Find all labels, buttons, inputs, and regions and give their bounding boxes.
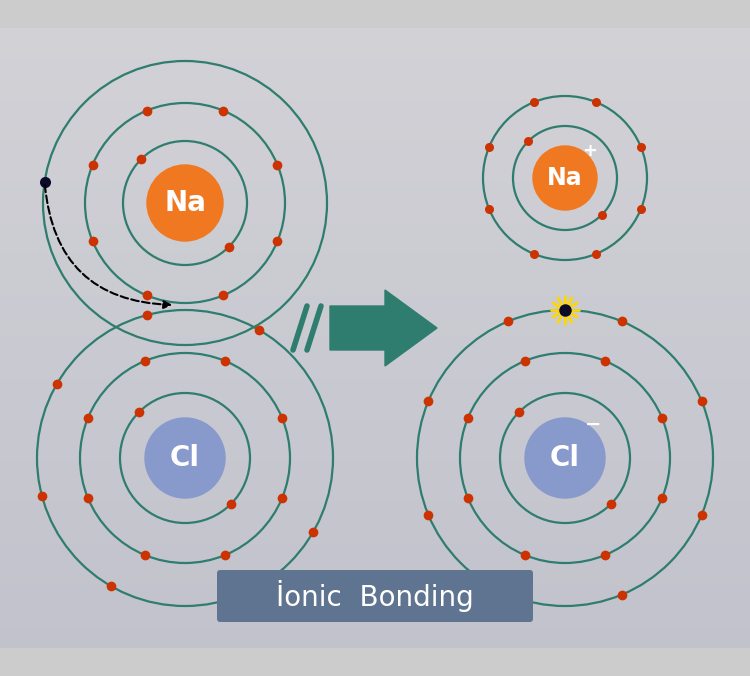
Bar: [0, 441, 750, 452]
Bar: [0, 245, 750, 256]
Bar: [0, 152, 750, 162]
Bar: [0, 70, 750, 80]
Bar: [0, 576, 750, 586]
Bar: [0, 100, 750, 111]
Bar: [0, 224, 750, 235]
Bar: [0, 359, 750, 369]
Bar: [0, 473, 750, 483]
Text: Na: Na: [164, 189, 206, 217]
Bar: [0, 617, 750, 627]
Bar: [0, 534, 750, 545]
Circle shape: [533, 146, 597, 210]
Text: Cl: Cl: [550, 444, 580, 472]
Bar: [0, 348, 750, 359]
Bar: [0, 203, 750, 214]
Bar: [0, 121, 750, 131]
Bar: [0, 606, 750, 617]
Bar: [0, 514, 750, 524]
Bar: [0, 49, 750, 59]
Bar: [0, 142, 750, 152]
Bar: [0, 80, 750, 90]
Bar: [0, 524, 750, 534]
Bar: [0, 183, 750, 193]
Bar: [0, 462, 750, 473]
Text: İonic  Bonding: İonic Bonding: [276, 580, 474, 612]
Bar: [0, 328, 750, 338]
Bar: [0, 504, 750, 514]
Bar: [0, 28, 750, 39]
Text: −: −: [585, 415, 602, 434]
Bar: [0, 420, 750, 431]
Bar: [0, 493, 750, 504]
Bar: [0, 431, 750, 441]
Bar: [0, 389, 750, 400]
Bar: [0, 297, 750, 307]
Bar: [0, 545, 750, 555]
Bar: [0, 586, 750, 596]
Bar: [0, 235, 750, 245]
Bar: [0, 317, 750, 328]
Bar: [0, 307, 750, 317]
Bar: [0, 214, 750, 224]
Bar: [0, 369, 750, 379]
Text: +: +: [583, 143, 598, 160]
Bar: [0, 287, 750, 297]
Bar: [0, 637, 750, 648]
FancyBboxPatch shape: [217, 570, 533, 622]
Text: Cl: Cl: [170, 444, 200, 472]
Text: Na: Na: [548, 166, 583, 190]
Circle shape: [147, 165, 223, 241]
Bar: [0, 483, 750, 493]
Bar: [0, 627, 750, 637]
Bar: [0, 172, 750, 183]
Bar: [0, 59, 750, 70]
Bar: [0, 131, 750, 142]
Bar: [0, 410, 750, 420]
Bar: [0, 400, 750, 410]
Bar: [0, 565, 750, 576]
Circle shape: [525, 418, 605, 498]
Circle shape: [145, 418, 225, 498]
Bar: [0, 162, 750, 172]
Bar: [0, 256, 750, 266]
Bar: [0, 90, 750, 100]
Polygon shape: [330, 290, 437, 366]
Bar: [0, 111, 750, 121]
Bar: [0, 193, 750, 203]
Bar: [0, 276, 750, 287]
Bar: [0, 555, 750, 565]
Bar: [0, 266, 750, 276]
Bar: [0, 452, 750, 462]
Bar: [0, 379, 750, 389]
Bar: [0, 338, 750, 348]
Bar: [0, 596, 750, 606]
Bar: [0, 39, 750, 49]
